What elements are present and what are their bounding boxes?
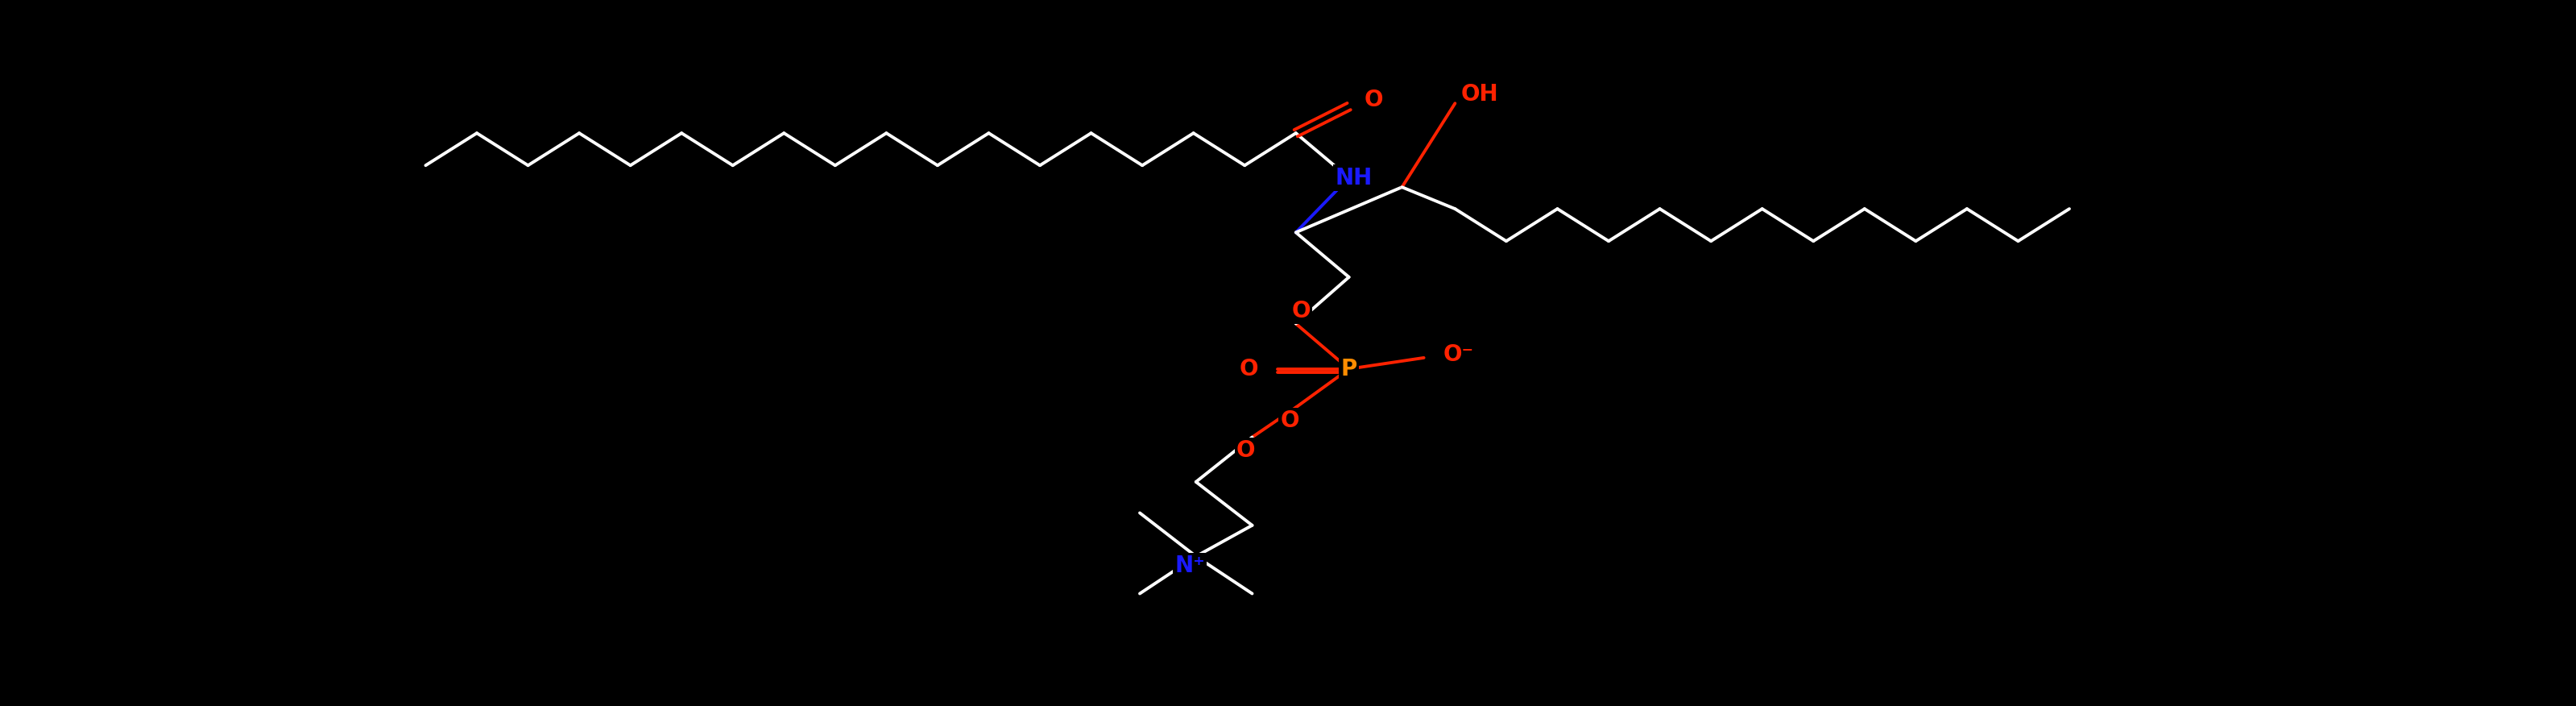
Text: O: O (1236, 440, 1255, 462)
Text: N⁺: N⁺ (1175, 554, 1206, 577)
Text: O⁻: O⁻ (1443, 343, 1473, 366)
Text: O: O (1239, 358, 1260, 381)
Text: NH: NH (1334, 167, 1373, 189)
Text: O: O (1280, 409, 1298, 432)
Text: O: O (1365, 89, 1383, 112)
Text: O: O (1291, 300, 1311, 323)
Text: P: P (1340, 358, 1358, 381)
Text: OH: OH (1461, 83, 1499, 105)
